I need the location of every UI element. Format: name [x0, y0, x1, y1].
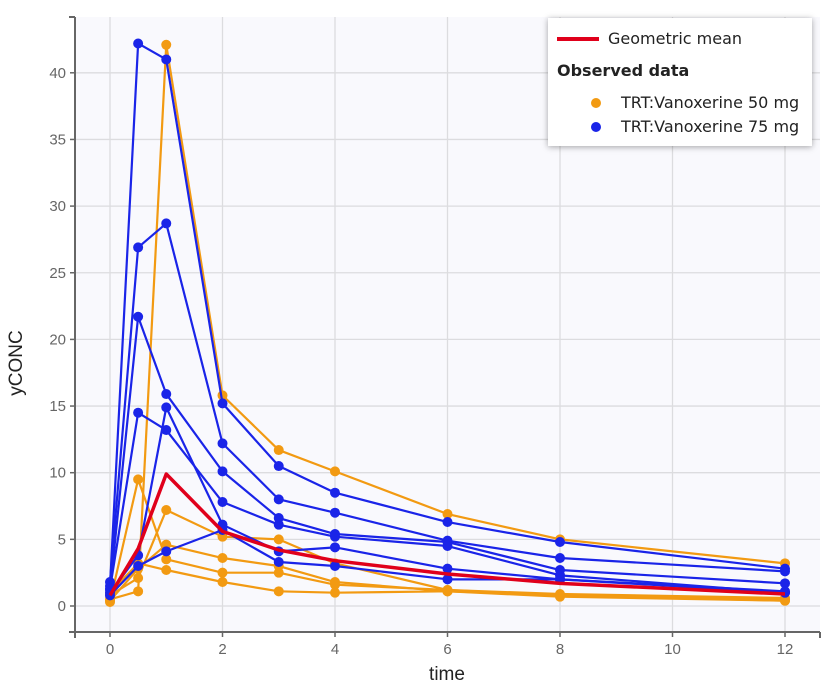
- y-tick-label: 10: [49, 465, 66, 482]
- y-tick-label: 25: [49, 265, 66, 282]
- x-tick-label: 6: [443, 641, 451, 658]
- red-line-swatch-icon: [557, 36, 599, 41]
- x-axis-title: time: [429, 664, 465, 685]
- data-series: [105, 38, 790, 608]
- legend-item-50mg[interactable]: TRT:Vanoxerine 50 mg: [591, 93, 799, 112]
- legend-label: TRT:Vanoxerine 50 mg: [621, 93, 800, 112]
- axes: 0 5 10 15 20 25 30 35 40 0 2 4 6 8 10 12: [49, 16, 821, 658]
- y-axis-title: yCONC: [6, 330, 27, 395]
- legend-label: TRT:Vanoxerine 75 mg: [621, 117, 800, 136]
- y-tick-label: 0: [58, 598, 66, 615]
- y-tick-label: 35: [49, 131, 66, 148]
- legend-heading-row: Observed data: [557, 61, 689, 80]
- legend-item-75mg[interactable]: TRT:Vanoxerine 75 mg: [591, 117, 799, 136]
- y-tick-label: 5: [58, 531, 66, 548]
- x-tick-label: 8: [556, 641, 564, 658]
- y-tick-label: 30: [49, 198, 66, 215]
- y-tick-label: 20: [49, 331, 66, 348]
- orange-dot-icon: [591, 97, 601, 108]
- x-tick-label: 10: [664, 641, 681, 658]
- legend: Geometric mean Observed data TRT:Vanoxer…: [548, 18, 812, 146]
- legend-item-geometric-mean[interactable]: Geometric mean: [557, 29, 742, 48]
- x-tick-label: 4: [331, 641, 339, 658]
- x-tick-label: 0: [106, 641, 114, 658]
- x-tick-label: 2: [218, 641, 226, 658]
- y-tick-label: 40: [49, 65, 66, 82]
- y-tick-label: 15: [49, 398, 66, 415]
- legend-heading: Observed data: [557, 61, 690, 80]
- x-tick-label: 12: [777, 641, 794, 658]
- blue-dot-icon: [591, 121, 601, 132]
- geometric-mean-line[interactable]: [108, 472, 786, 597]
- legend-label: Geometric mean: [608, 29, 743, 48]
